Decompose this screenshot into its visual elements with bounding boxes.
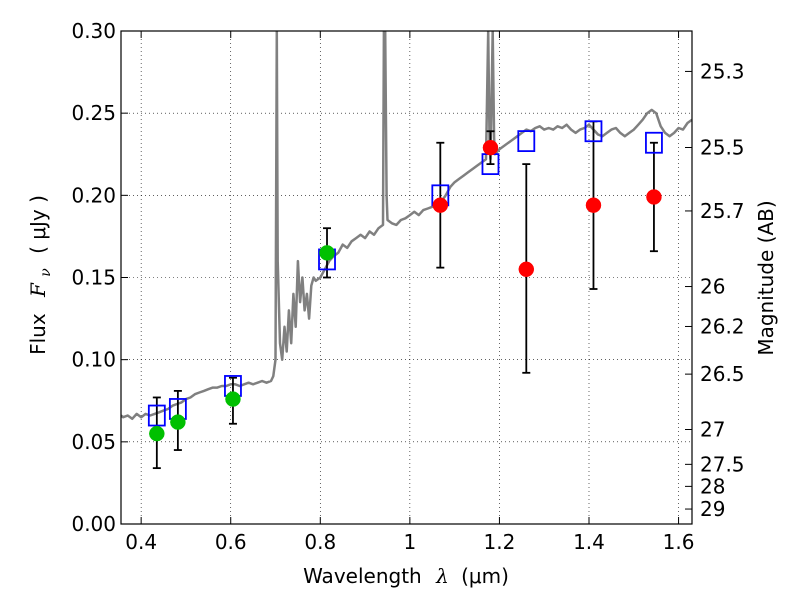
y-axis-subscript: ν <box>38 268 54 277</box>
flux-point <box>518 261 535 278</box>
x-tick-label: 1 <box>403 530 416 554</box>
x-tick-label: 0.8 <box>304 530 336 554</box>
x-axis-unit: (μm) <box>461 564 509 588</box>
x-tick-label: 0.6 <box>215 530 247 554</box>
y-tick-label: 0.20 <box>71 183 116 207</box>
y-tick-label: 0.10 <box>71 348 116 372</box>
x-tick-label: 1.4 <box>573 530 605 554</box>
magnitude-tick-label: 25.5 <box>700 136 745 160</box>
flux-point <box>432 197 449 213</box>
y-tick-label: 0.05 <box>71 430 116 454</box>
magnitude-tick-label: 29 <box>700 497 725 521</box>
marker-layer <box>147 120 663 442</box>
y-axis-symbol: F <box>26 282 50 298</box>
flux-point <box>319 245 335 261</box>
y-tick-label: 0.30 <box>71 19 116 43</box>
x-axis-label: Wavelength λ (μm) <box>303 564 509 588</box>
x-axis-label-text: Wavelength <box>303 564 422 588</box>
flux-point <box>170 414 186 430</box>
right-axis-label: Magnitude (AB) <box>754 200 778 355</box>
flux-point <box>225 391 241 407</box>
grid-lines <box>121 30 692 525</box>
magnitude-tick-label: 27.5 <box>700 452 745 476</box>
y-axis-unit: ( μJy ) <box>26 195 50 254</box>
magnitude-tick-label: 26.5 <box>700 362 745 386</box>
y-tick-label: 0.15 <box>71 266 116 290</box>
magnitude-tick-label: 25.3 <box>700 59 745 83</box>
template-flux-square <box>147 404 166 427</box>
x-axis-symbol: λ <box>435 564 449 588</box>
magnitude-tick-label: 26.2 <box>700 314 745 338</box>
y-tick-label: 0.25 <box>71 101 116 125</box>
flux-point <box>585 197 602 213</box>
errorbar-layer <box>152 120 658 470</box>
magnitude-tick-label: 27 <box>700 418 725 442</box>
plot-frame <box>120 30 693 525</box>
spectrum-line <box>121 31 692 421</box>
template-flux-square <box>517 130 536 153</box>
y-tick-label: 0.00 <box>71 512 116 536</box>
x-tick-label: 1.2 <box>484 530 516 554</box>
y-axis-label-text: Flux <box>26 313 50 355</box>
y-axis-label: Flux F ν ( μJy ) <box>26 195 55 355</box>
x-tick-label: 1.6 <box>663 530 695 554</box>
flux-point <box>482 139 499 156</box>
template-flux-square <box>645 131 663 154</box>
magnitude-tick-label: 25.7 <box>700 199 745 223</box>
magnitude-tick-label: 26 <box>700 275 725 299</box>
spectrum-layer <box>121 31 692 421</box>
x-tick-label: 0.4 <box>125 530 157 554</box>
magnitude-tick-label: 28 <box>700 474 725 498</box>
flux-point <box>646 189 662 205</box>
flux-point <box>149 425 165 442</box>
template-flux-square <box>584 120 603 143</box>
tick-layer: 0.4 0.6 0.8 1 1.2 1.4 1.6 0.00 0.05 0.10 0.15 0.20 0… <box>71 19 744 554</box>
